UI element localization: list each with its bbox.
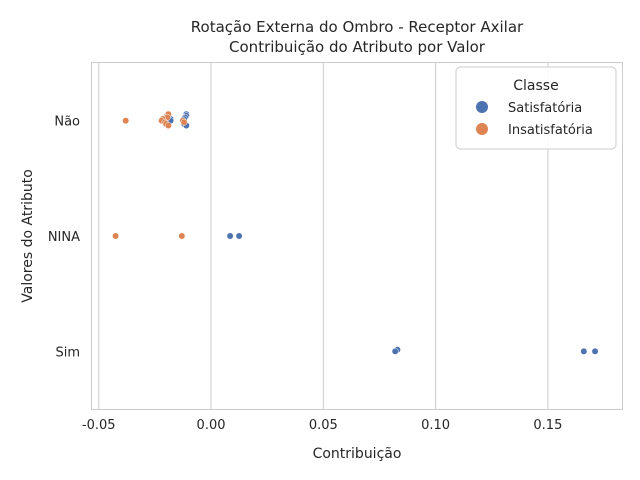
chart-title-line-1: Rotação Externa do Ombro - Receptor Axil… bbox=[191, 18, 524, 36]
x-tick-label: -0.05 bbox=[82, 418, 116, 433]
x-axis-label: Contribuição bbox=[313, 446, 402, 462]
legend-title: Classe bbox=[513, 78, 558, 94]
y-tick-label: Sim bbox=[55, 345, 80, 360]
x-tick-label: 0.15 bbox=[533, 418, 562, 433]
legend-marker-insatisfatoria bbox=[476, 123, 488, 135]
legend-label-satisfatoria: Satisfatória bbox=[508, 101, 582, 116]
x-tick-label: 0.05 bbox=[309, 418, 338, 433]
data-point bbox=[164, 122, 172, 129]
y-axis-label: Valores do Atributo bbox=[20, 169, 36, 303]
data-point bbox=[112, 232, 120, 240]
legend-box bbox=[455, 66, 617, 150]
data-point bbox=[226, 232, 234, 240]
legend: Classe Satisfatória Insatisfatória bbox=[455, 66, 617, 150]
data-point bbox=[580, 347, 588, 355]
y-tick-label: NINA bbox=[48, 230, 80, 245]
legend-label-insatisfatoria: Insatisfatória bbox=[508, 123, 593, 138]
data-points bbox=[112, 110, 599, 355]
data-point bbox=[180, 118, 188, 126]
legend-marker-satisfatoria bbox=[476, 101, 488, 113]
data-point bbox=[391, 347, 399, 355]
data-point bbox=[122, 117, 130, 125]
x-tick-label: 0.00 bbox=[197, 418, 226, 433]
data-point bbox=[591, 347, 599, 355]
plot-frame bbox=[91, 62, 623, 410]
data-point bbox=[178, 232, 186, 240]
x-tick-labels: -0.05 0.00 0.05 0.10 0.15 bbox=[82, 418, 562, 433]
chart-title-line-2: Contribuição do Atributo por Valor bbox=[229, 38, 486, 56]
data-point bbox=[235, 232, 243, 240]
grid bbox=[98, 63, 549, 409]
y-tick-labels: Não NINA Sim bbox=[48, 115, 80, 361]
x-tick-label: 0.10 bbox=[421, 418, 450, 433]
y-tick-label: Não bbox=[54, 115, 80, 130]
